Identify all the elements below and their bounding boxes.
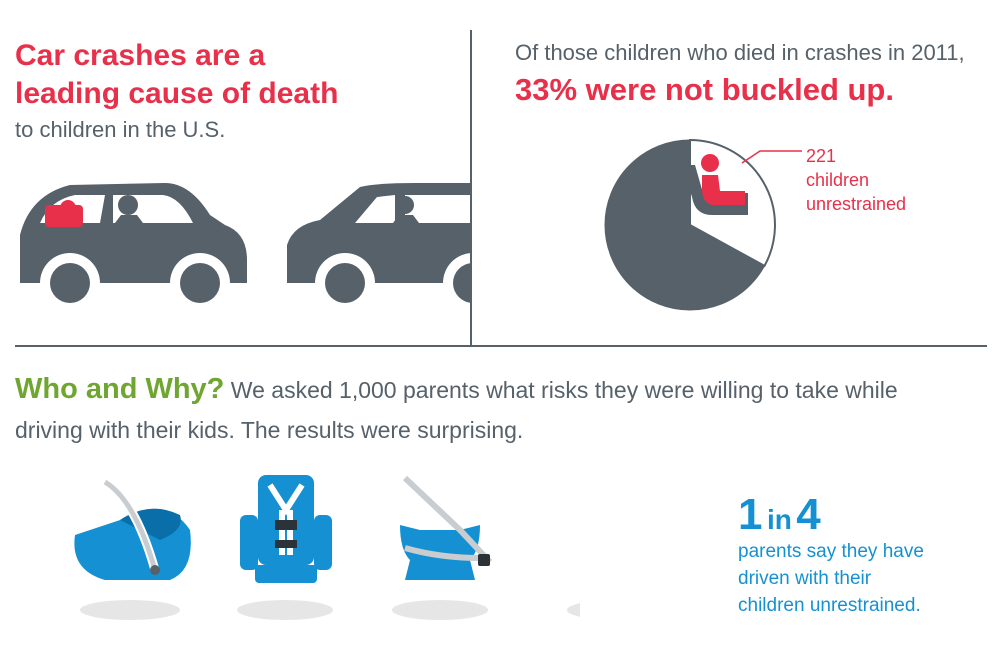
stat-line-2: driven with their	[738, 568, 872, 589]
child-in-seat-icon	[682, 154, 748, 215]
unrestrained-pie-chart	[604, 138, 776, 311]
pie-label: 221 children unrestrained	[806, 144, 906, 216]
pie-label-line3: unrestrained	[806, 194, 907, 214]
pie-label-count: 221	[806, 146, 837, 166]
pie-label-line2: children	[806, 170, 870, 190]
infant-carrier-icon	[74, 478, 191, 620]
stat-number-2: 4	[796, 490, 821, 539]
harness-seat-icon	[237, 475, 333, 620]
who-why-heading: Who and Why?	[15, 373, 225, 405]
headline-subline: to children in the U.S.	[15, 117, 226, 142]
stat-line-3: children unrestrained.	[738, 595, 921, 616]
stat-description: parents say they have driven with their …	[738, 538, 924, 619]
booster-seat-icon	[392, 475, 493, 620]
stat-in: in	[766, 504, 792, 535]
stat-intro: Of those children who died in crashes in…	[515, 40, 965, 65]
stat-number-1: 1	[738, 490, 763, 539]
horizontal-divider	[15, 345, 987, 347]
car-seats-illustration	[74, 475, 580, 620]
car-icon	[20, 183, 247, 313]
vertical-divider	[470, 30, 472, 345]
who-why-paragraph: Who and Why? We asked 1,000 parents what…	[15, 369, 995, 450]
who-why-text-2: driving with their kids. The results wer…	[15, 417, 524, 443]
headline-line-2: leading cause of death	[15, 77, 339, 110]
stat-headline: 33% were not buckled up.	[515, 72, 894, 107]
stat-ratio: 1 in 4	[738, 490, 821, 540]
headline-line-1: Car crashes are a	[15, 39, 266, 72]
cars-illustration	[20, 183, 470, 313]
who-why-text-1: We asked 1,000 parents what risks they w…	[230, 377, 898, 403]
empty-seat-shadow	[567, 603, 580, 617]
car-icon	[287, 183, 470, 313]
pie-leader-line	[741, 150, 802, 164]
stat-line-1: parents say they have	[738, 541, 924, 562]
